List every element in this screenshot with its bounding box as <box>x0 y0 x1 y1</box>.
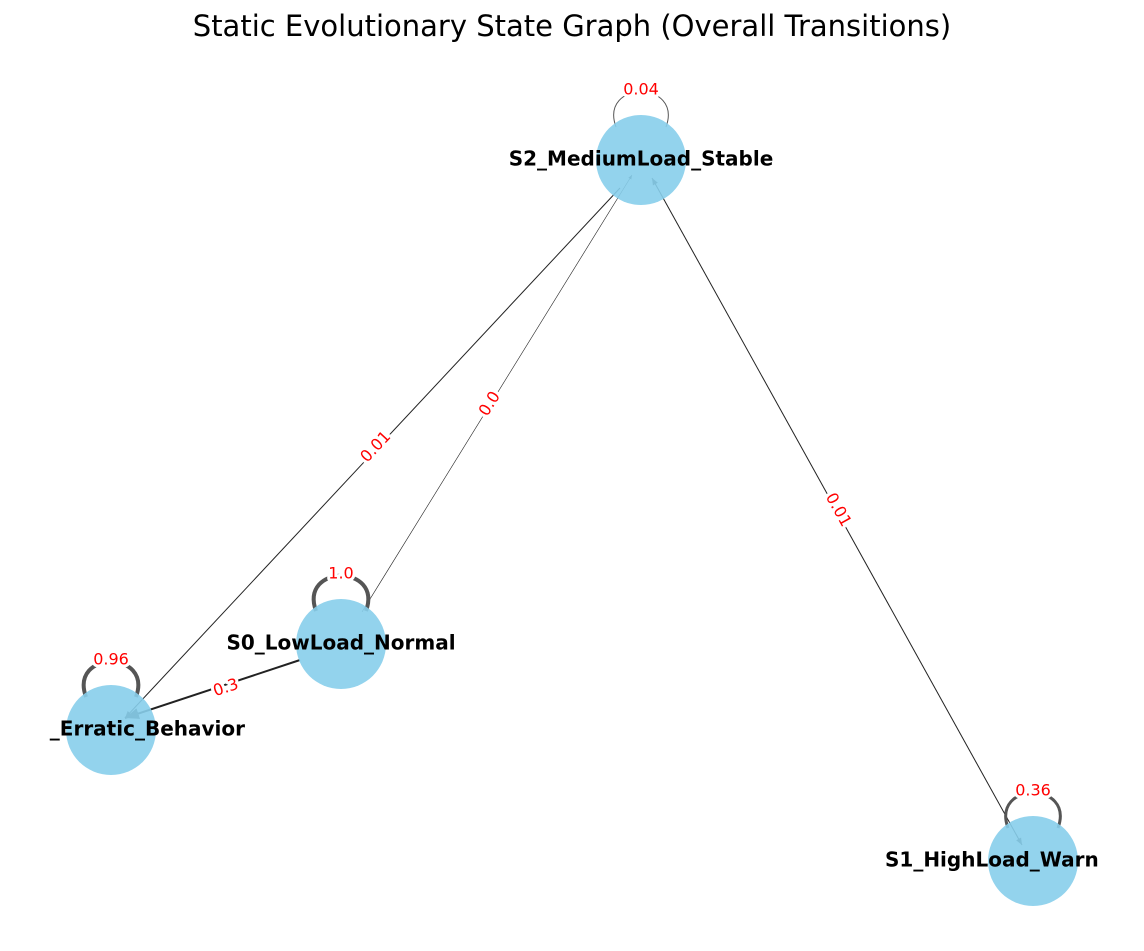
node-label: S2_MediumLoad_Stable <box>509 147 774 171</box>
edge <box>124 659 301 719</box>
edge-label: 0.0 <box>474 388 504 420</box>
node <box>596 115 686 205</box>
edge <box>361 174 633 613</box>
node <box>296 599 386 689</box>
edge-label: 0.04 <box>623 80 659 99</box>
node-label: S1_HighLoad_Warn <box>885 848 1099 872</box>
edges <box>81 91 1062 846</box>
self-loop <box>1004 791 1062 829</box>
labels: 0.04 0.01 0.0 0.01 1.0 0.3 0.96 0.36 S2_MediumLo… <box>50 77 1099 872</box>
nodes <box>66 115 1078 906</box>
edge-label: 0.36 <box>1015 781 1051 800</box>
node <box>66 685 156 775</box>
self-loop <box>311 573 371 612</box>
node <box>988 816 1078 906</box>
edge-label: 0.96 <box>93 650 129 669</box>
self-loop <box>81 659 141 698</box>
self-loop <box>613 91 669 128</box>
edge-label: 1.0 <box>328 564 353 583</box>
edge-label: 0.01 <box>356 427 394 466</box>
edge <box>124 187 621 719</box>
node-label: S0_LowLoad_Normal <box>226 631 455 655</box>
edge-label: 0.3 <box>211 674 241 700</box>
node-label: _Erratic_Behavior <box>50 717 245 741</box>
edge-label: 0.01 <box>822 489 856 529</box>
edge <box>651 177 1023 846</box>
title: Static Evolutionary State Graph (Overall… <box>193 9 951 43</box>
